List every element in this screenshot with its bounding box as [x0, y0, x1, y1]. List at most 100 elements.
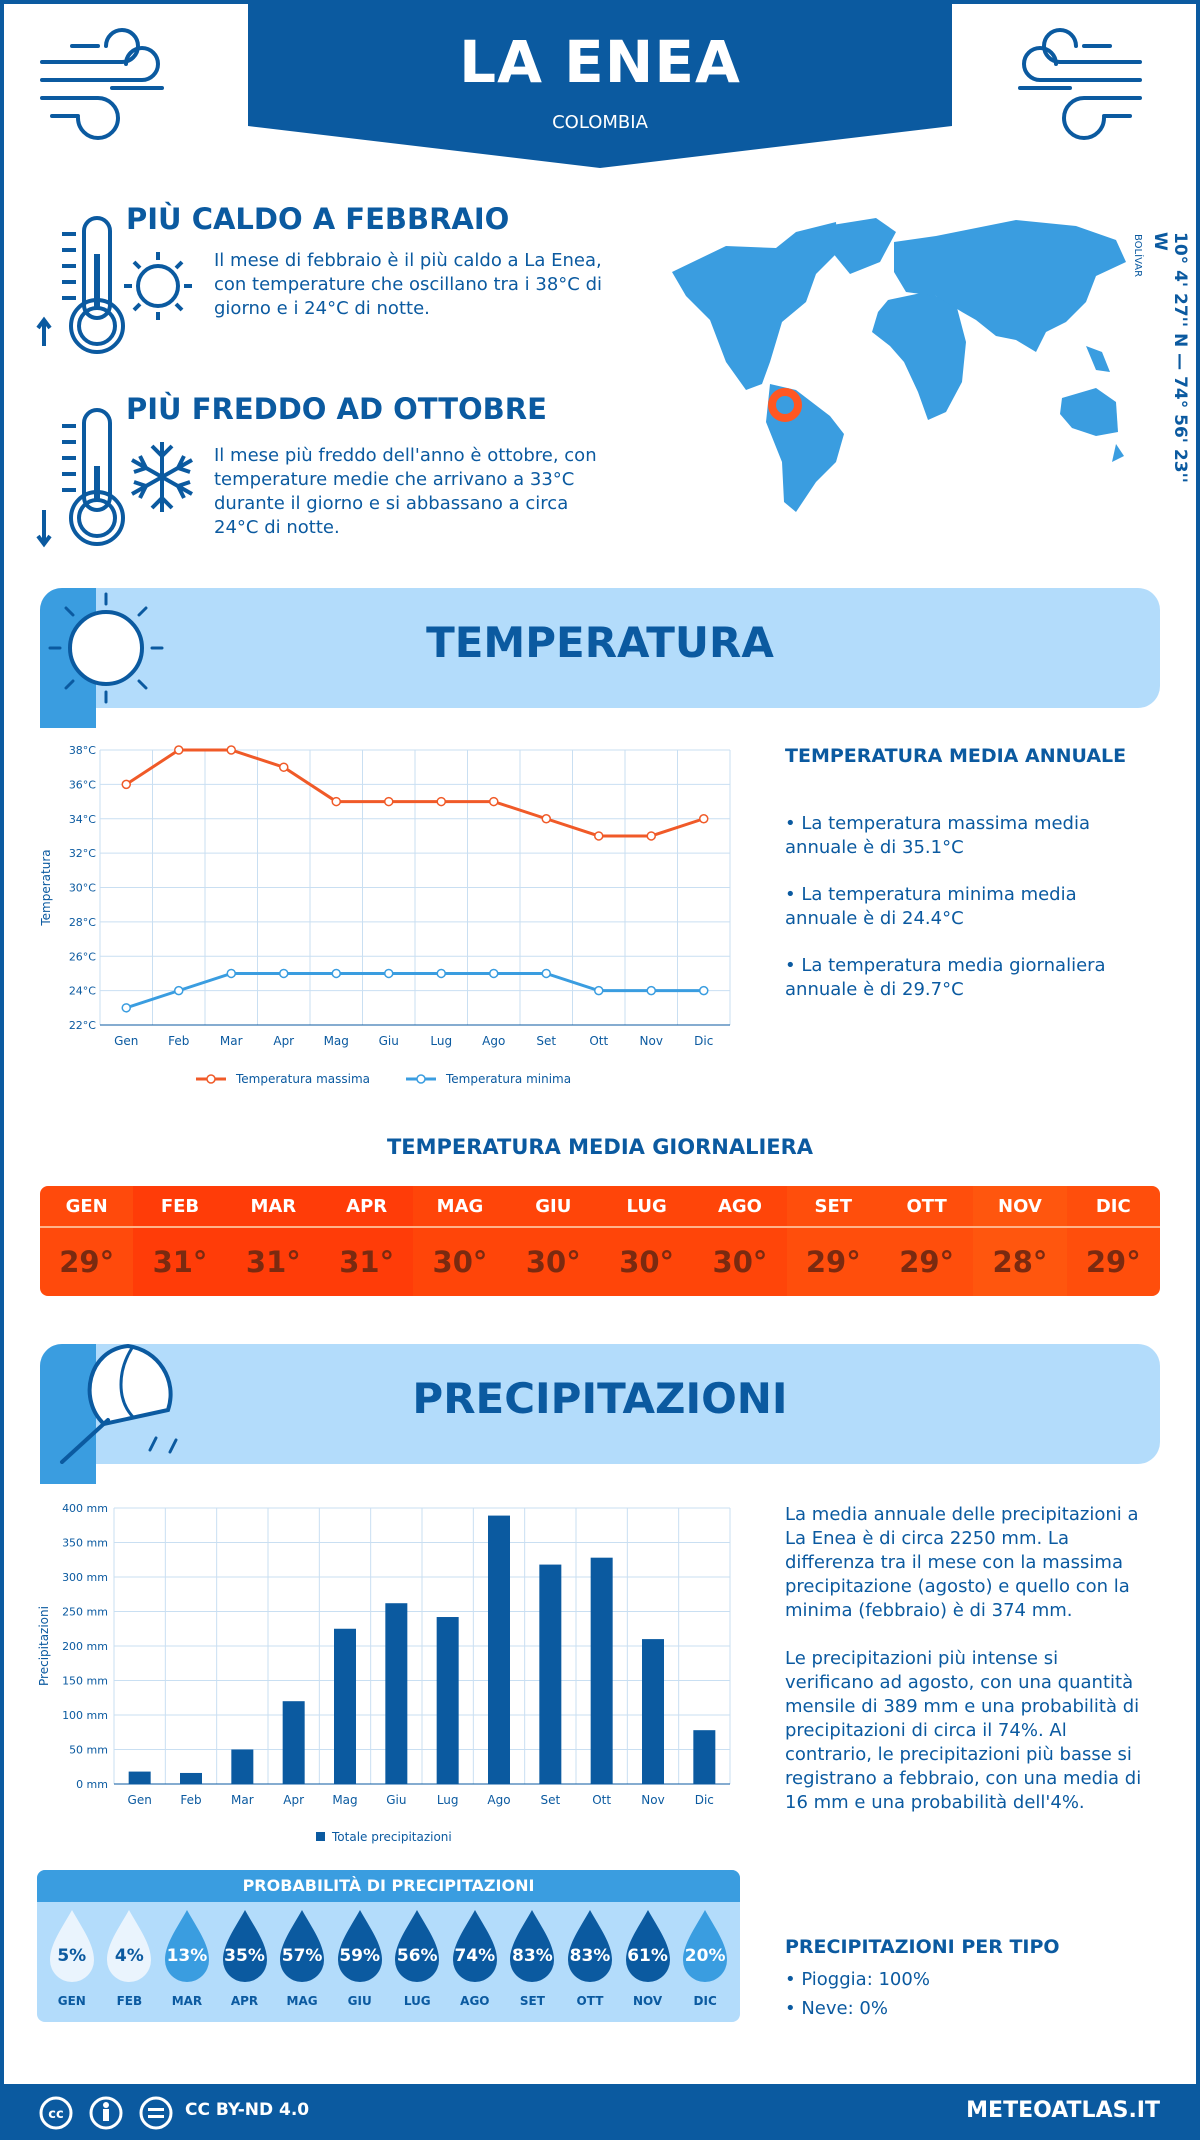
daily-temp-table: GEN 29° FEB 31° MAR 31° APR 31° MAG 30° GIU 30… [40, 1186, 1160, 1296]
page-subtitle: COLOMBIA [552, 112, 648, 133]
bar [180, 1772, 202, 1784]
drop-percent: 56% [396, 1946, 438, 1966]
data-point [331, 796, 341, 807]
drop-month: SET [519, 1994, 545, 2008]
x-tick-label: Set [540, 1793, 560, 1807]
drop-month: MAG [286, 1994, 318, 2008]
header-banner-shape [248, 0, 952, 168]
x-tick-label: Feb [180, 1793, 201, 1807]
data-point [174, 985, 184, 996]
daily-temp-col: SET 29° [786, 1186, 880, 1296]
probability-drop: 61% NOV [620, 1908, 676, 2008]
raindrop-icon [625, 1910, 670, 1982]
location-marker [768, 388, 802, 422]
x-tick-label: Nov [640, 1034, 663, 1048]
data-point [541, 968, 551, 979]
umbrella-rain-icon [60, 1343, 178, 1464]
data-point [646, 831, 656, 841]
daily-temp-value: 29° [879, 1226, 974, 1296]
raindrop-icon [395, 1910, 440, 1982]
x-tick-label: Apr [273, 1034, 294, 1048]
data-point [699, 814, 709, 824]
data-point [121, 779, 131, 790]
drop-month: AGO [460, 1994, 490, 2008]
data-point [489, 796, 499, 807]
thermometer-sun-icon [36, 216, 192, 354]
license-text: CC BY-ND 4.0 [185, 2100, 310, 2120]
site-link[interactable]: METEOATLAS.IT [966, 2098, 1160, 2123]
coordinates-text: 10° 4' 27'' N — 74° 56' 23'' W [1150, 232, 1190, 483]
data-point [226, 968, 236, 979]
legend-label: Temperatura minima [445, 1072, 571, 1086]
data-point [594, 831, 604, 841]
x-tick-label: Dic [695, 1793, 714, 1807]
y-tick-label: 22°C [69, 1019, 96, 1032]
data-point [594, 985, 604, 996]
drop-shape: 4% [105, 1908, 153, 1988]
drop-percent: 83% [569, 1946, 611, 1966]
daily-temp-month: APR [319, 1186, 414, 1226]
bar [128, 1771, 151, 1784]
drop-month: DIC [693, 1994, 717, 2008]
x-tick-label: Lug [430, 1034, 452, 1048]
daily-temp-value: 30° [413, 1226, 507, 1296]
drop-shape: 5% [48, 1908, 96, 1988]
probability-drop: 13% MAR [159, 1908, 215, 2008]
data-point [384, 968, 394, 979]
bar [231, 1749, 254, 1784]
precip-summary: La media annuale delle precipitazioni a … [785, 1504, 1139, 1621]
y-tick-label: 150 mm [62, 1675, 108, 1688]
precip-type-rain: • Pioggia: 100% [785, 1969, 930, 1990]
precipitation-title: PRECIPITAZIONI [412, 1374, 788, 1423]
daily-temp-title: TEMPERATURA MEDIA GIORNALIERA [386, 1135, 814, 1159]
data-point [436, 968, 446, 979]
x-tick-label: Mag [324, 1034, 349, 1048]
daily-temp-col: APR 31° [319, 1186, 414, 1296]
daily-temp-col: FEB 31° [133, 1186, 227, 1296]
daily-temp-col: GEN 29° [40, 1186, 134, 1296]
y-tick-label: 26°C [69, 950, 96, 963]
x-tick-label: Mag [332, 1793, 357, 1807]
x-tick-label: Mar [220, 1034, 243, 1048]
drop-percent: 5% [57, 1946, 87, 1966]
probability-drop: 83% OTT [562, 1908, 618, 2008]
data-point [489, 968, 499, 979]
y-tick-label: 34°C [69, 813, 96, 826]
drop-percent: 20% [684, 1946, 726, 1966]
bar [282, 1701, 305, 1784]
header: LA ENEA COLOMBIA [248, 0, 952, 170]
daily-temp-month: GEN [40, 1186, 134, 1226]
y-tick-label: 30°C [69, 882, 96, 895]
bar [642, 1639, 664, 1784]
footer: cc CC BY-ND 4.0 METEOATLAS.IT [0, 2084, 1200, 2140]
drop-shape: 59% [336, 1908, 384, 1988]
legend-label: Temperatura massima [235, 1072, 370, 1086]
daily-temp-value: 30° [599, 1226, 694, 1296]
precip-type-title: PRECIPITAZIONI PER TIPO [785, 1936, 1060, 1958]
temperature-chart: 22°C 24°C 26°C 28°C 30°C 32°C 34°C 36°C 38°C Gen F… [39, 744, 731, 1086]
precip-probability-box: PROBABILITÀ DI PRECIPITAZIONI 5% GEN 4% FEB… [37, 1870, 740, 2022]
precip-probability-title: PROBABILITÀ DI PRECIPITAZIONI [37, 1870, 740, 1902]
daily-temp-value: 30° [506, 1226, 600, 1296]
coldest-title: PIÙ FREDDO AD OTTOBRE [126, 392, 547, 426]
data-point [646, 985, 656, 996]
data-point [699, 985, 709, 996]
x-tick-label: Gen [114, 1034, 138, 1048]
sun-icon [48, 592, 164, 704]
annual-temp-mean: • La temperatura media giornaliera annua… [785, 955, 1106, 1000]
drop-percent: 57% [281, 1946, 323, 1966]
drop-shape: 83% [566, 1908, 614, 1988]
y-tick-label: 36°C [69, 778, 96, 791]
data-point [174, 745, 184, 755]
wind-icon-right [1018, 28, 1142, 140]
x-tick-label: Gen [128, 1793, 152, 1807]
y-tick-label: 24°C [69, 985, 96, 998]
drop-month: FEB [116, 1994, 143, 2008]
y-tick-label: 32°C [69, 847, 96, 860]
drop-month: GIU [347, 1994, 372, 2008]
x-tick-label: Giu [386, 1793, 406, 1807]
daily-temp-value: 29° [1066, 1226, 1160, 1296]
raindrop-icon [683, 1910, 728, 1982]
raindrop-icon [107, 1910, 152, 1982]
precipitation-banner: PRECIPITAZIONI [40, 1343, 1160, 1484]
